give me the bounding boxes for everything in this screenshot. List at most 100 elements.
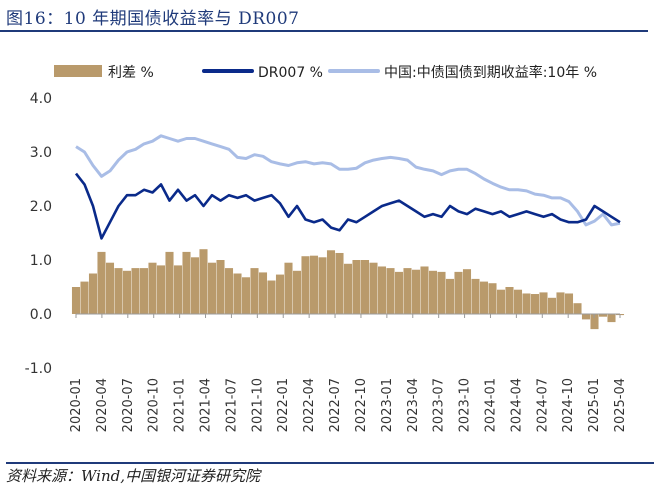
x-tick-label: 2020-07 bbox=[121, 378, 136, 432]
spread-bar bbox=[377, 266, 387, 314]
spread-bar bbox=[488, 283, 497, 314]
spread-bar bbox=[607, 314, 616, 323]
spread-bar bbox=[411, 269, 421, 314]
spread-bar bbox=[156, 265, 166, 314]
spread-bar bbox=[80, 281, 89, 314]
spread-bar bbox=[564, 293, 574, 314]
spread-bar bbox=[360, 260, 370, 314]
spread-bar bbox=[233, 273, 242, 314]
spread-bar bbox=[556, 292, 565, 314]
spread-bar bbox=[165, 251, 174, 314]
dr007-series-line bbox=[74, 172, 621, 240]
x-tick-label: 2022-01 bbox=[276, 378, 291, 432]
y-tick-label: 4.0 bbox=[30, 91, 52, 107]
cgb10y-series-line bbox=[75, 134, 621, 227]
x-tick-label: 2023-07 bbox=[432, 378, 447, 432]
spread-bar bbox=[122, 270, 132, 314]
spread-bar bbox=[471, 278, 480, 314]
x-tick-label: 2022-04 bbox=[302, 378, 317, 432]
legend-label-spread: 利差 % bbox=[108, 65, 154, 81]
spread-bar bbox=[513, 289, 523, 314]
spread-bar bbox=[301, 256, 310, 314]
spread-bar bbox=[428, 270, 438, 314]
x-tick-label: 2024-01 bbox=[483, 378, 498, 432]
plot-area bbox=[71, 134, 625, 330]
spread-bar bbox=[369, 262, 378, 314]
spread-bar bbox=[275, 274, 285, 314]
x-tick-label: 2021-10 bbox=[250, 378, 265, 432]
spread-bar bbox=[114, 268, 123, 314]
spread-bar bbox=[173, 265, 183, 314]
figure-title-bar: 图16：10 年期国债收益率与 DR007 bbox=[6, 4, 654, 30]
x-tick-label: 2025-04 bbox=[613, 378, 628, 432]
spread-bar bbox=[394, 271, 404, 314]
legend: 利差 % DR007 % 中国:中债国债到期收益率:10年 % bbox=[54, 64, 597, 81]
spread-bar bbox=[182, 251, 191, 314]
spread-bar bbox=[573, 303, 582, 314]
spread-bar bbox=[335, 252, 344, 314]
spread-bar bbox=[105, 262, 115, 314]
spread-bar bbox=[462, 269, 472, 314]
y-tick-label: 1.0 bbox=[30, 253, 52, 269]
spread-bar bbox=[343, 263, 353, 314]
x-tick-label: 2020-10 bbox=[147, 378, 162, 432]
x-tick-label: 2023-10 bbox=[458, 378, 473, 432]
spread-bar bbox=[539, 292, 548, 314]
spread-bar bbox=[318, 257, 327, 314]
spread-bar bbox=[258, 272, 268, 314]
x-tick-label: 2025-01 bbox=[587, 378, 602, 432]
spread-bar bbox=[71, 287, 81, 314]
spread-bar bbox=[97, 251, 106, 314]
source-note: 资料来源：Wind,中国银河证券研究院 bbox=[6, 467, 260, 485]
spread-bar bbox=[445, 278, 455, 314]
spread-bar bbox=[547, 297, 557, 314]
chart: 利差 % DR007 % 中国:中债国债到期收益率:10年 % 4.0 3.0 2.0 1… bbox=[25, 64, 628, 432]
spread-bar bbox=[190, 257, 200, 314]
figure-title: 图16：10 年期国债收益率与 DR007 bbox=[6, 9, 300, 29]
spread-bar bbox=[131, 268, 140, 314]
spread-bar bbox=[267, 280, 276, 314]
spread-bar bbox=[437, 271, 446, 314]
spread-bar bbox=[224, 268, 234, 314]
x-tick-label: 2022-07 bbox=[328, 378, 343, 432]
spread-bar bbox=[88, 273, 98, 314]
spread-bar bbox=[420, 266, 429, 314]
spread-bar bbox=[326, 250, 336, 314]
y-tick-label: 2.0 bbox=[30, 199, 52, 215]
x-tick-label: 2021-01 bbox=[173, 378, 188, 432]
source-rule bbox=[6, 462, 654, 464]
title-rule bbox=[0, 30, 648, 32]
legend-label-dr007: DR007 % bbox=[258, 65, 323, 81]
spread-bar bbox=[309, 255, 319, 314]
spread-bar bbox=[496, 289, 506, 314]
spread-bar bbox=[454, 271, 463, 314]
x-tick-label: 2024-07 bbox=[535, 378, 550, 432]
spread-bar bbox=[292, 270, 302, 314]
spread-bar bbox=[590, 314, 599, 330]
spread-bar bbox=[522, 293, 531, 314]
spread-bar bbox=[284, 262, 293, 314]
x-tick-label: 2021-07 bbox=[224, 378, 239, 432]
x-tick-label: 2024-10 bbox=[561, 378, 576, 432]
y-tick-label: 3.0 bbox=[30, 145, 52, 161]
spread-bar bbox=[250, 268, 259, 314]
axes: 4.0 3.0 2.0 1.0 0.0 -1.0 2020-01 2020-04 2020-07… bbox=[25, 91, 628, 432]
x-tick-label: 2022-10 bbox=[354, 378, 369, 432]
spread-bar bbox=[352, 260, 361, 314]
spread-bar bbox=[199, 249, 208, 314]
spread-bar bbox=[386, 268, 395, 314]
x-tick-label: 2024-04 bbox=[509, 378, 524, 432]
spread-bar bbox=[403, 268, 412, 314]
y-tick-label: 0.0 bbox=[30, 307, 52, 323]
y-tick-label: -1.0 bbox=[25, 361, 52, 377]
x-tick-label: 2020-04 bbox=[95, 378, 110, 432]
spread-bar bbox=[139, 268, 149, 314]
spread-bar bbox=[581, 314, 591, 320]
x-tick-label: 2023-04 bbox=[406, 378, 421, 432]
legend-label-cgb10y: 中国:中债国债到期收益率:10年 % bbox=[384, 64, 597, 81]
spread-bar bbox=[207, 262, 217, 314]
spread-bar bbox=[241, 277, 251, 314]
x-tick-label: 2021-04 bbox=[199, 378, 214, 432]
spread-bar bbox=[598, 314, 608, 317]
x-tick-label: 2023-01 bbox=[380, 378, 395, 432]
